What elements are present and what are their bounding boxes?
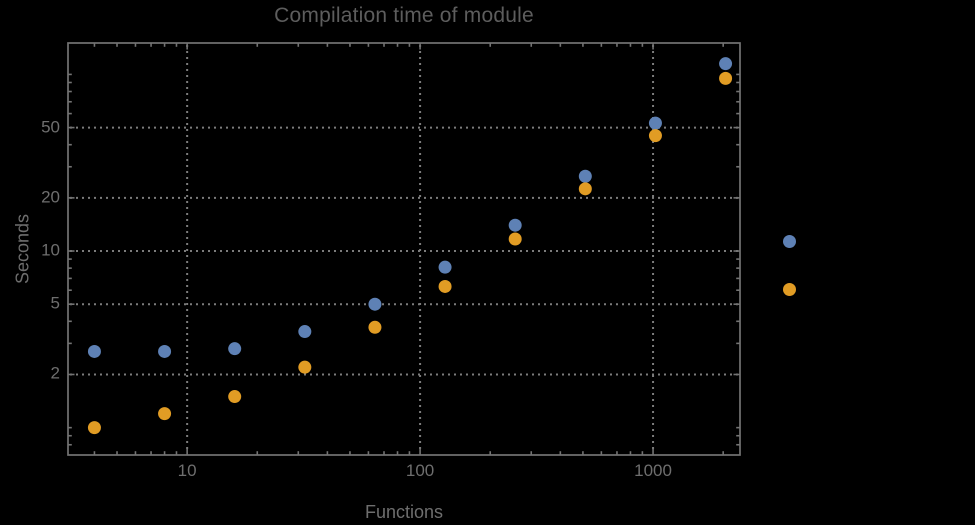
x-tick-label: 10 bbox=[177, 461, 197, 480]
data-point-orange bbox=[578, 182, 592, 196]
data-point-blue bbox=[87, 344, 101, 358]
data-point-orange bbox=[228, 390, 242, 404]
data-point-blue bbox=[368, 297, 382, 311]
data-point-orange bbox=[298, 360, 312, 374]
chart-title: Compilation time of module bbox=[274, 4, 534, 27]
y-tick-label: 50 bbox=[41, 117, 60, 137]
y-tick-label: 10 bbox=[41, 240, 60, 260]
data-point-orange bbox=[719, 71, 733, 85]
data-point-blue bbox=[298, 325, 312, 339]
data-point-orange bbox=[508, 232, 522, 246]
data-point-blue bbox=[508, 218, 522, 232]
data-point-orange bbox=[648, 129, 662, 143]
plot-frame bbox=[67, 42, 741, 456]
data-point-blue bbox=[438, 260, 452, 274]
y-tick-label: 20 bbox=[41, 187, 60, 207]
data-point-blue bbox=[578, 169, 592, 183]
data-point-orange bbox=[438, 279, 452, 293]
data-point-blue bbox=[648, 116, 662, 130]
data-point-blue bbox=[719, 57, 733, 71]
y-tick-label: 5 bbox=[50, 293, 60, 313]
data-point-blue bbox=[228, 342, 242, 356]
data-point-orange bbox=[87, 421, 101, 435]
x-axis-label: Functions bbox=[364, 502, 444, 522]
x-tick-label: 1000 bbox=[634, 461, 672, 480]
data-point-orange bbox=[368, 320, 382, 334]
y-tick-label: 2 bbox=[50, 364, 60, 384]
x-tick-label: 100 bbox=[405, 461, 435, 480]
data-point-orange bbox=[158, 407, 172, 421]
data-point-blue bbox=[158, 344, 172, 358]
